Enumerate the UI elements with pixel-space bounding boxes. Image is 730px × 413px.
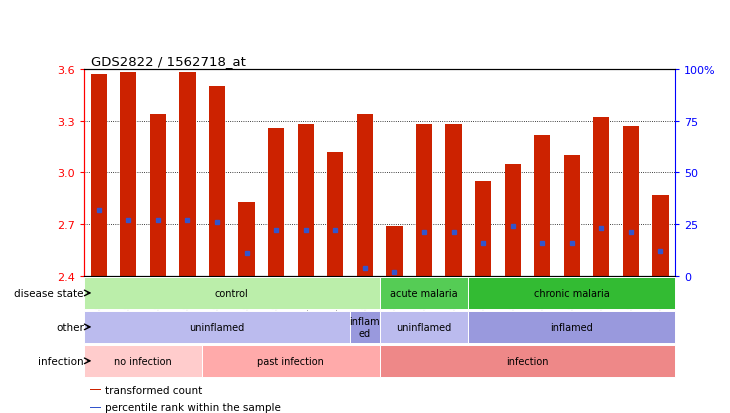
Bar — [202, 345, 380, 377]
Text: percentile rank within the sample: percentile rank within the sample — [104, 403, 280, 413]
Bar — [84, 311, 350, 343]
Bar — [504, 164, 520, 276]
Bar — [268, 128, 284, 276]
Text: GDS2822 / 1562718_at: GDS2822 / 1562718_at — [91, 55, 246, 68]
Bar — [209, 87, 225, 276]
Bar — [623, 127, 639, 276]
Bar — [120, 73, 137, 276]
Bar — [357, 114, 373, 276]
Bar — [445, 125, 461, 276]
Text: past infection: past infection — [258, 356, 324, 366]
Bar — [327, 152, 343, 276]
Text: infection: infection — [39, 356, 84, 366]
Bar — [84, 345, 202, 377]
Bar — [416, 125, 432, 276]
Text: chronic malaria: chronic malaria — [534, 288, 610, 298]
Bar — [593, 118, 610, 276]
Bar — [150, 114, 166, 276]
Bar — [90, 389, 101, 390]
Bar — [386, 226, 402, 276]
Bar — [469, 311, 675, 343]
Bar — [350, 311, 380, 343]
Bar — [91, 75, 107, 276]
Bar — [180, 73, 196, 276]
Text: uninflamed: uninflamed — [189, 322, 245, 332]
Bar — [380, 345, 675, 377]
Text: acute malaria: acute malaria — [390, 288, 458, 298]
Text: uninflamed: uninflamed — [396, 322, 452, 332]
Text: infection: infection — [506, 356, 549, 366]
Bar — [534, 135, 550, 276]
Text: other: other — [56, 322, 84, 332]
Bar — [653, 195, 669, 276]
Bar — [475, 182, 491, 276]
Text: control: control — [215, 288, 249, 298]
Bar — [564, 156, 580, 276]
Text: transformed count: transformed count — [104, 385, 202, 395]
Text: inflamed: inflamed — [550, 322, 593, 332]
Bar — [298, 125, 314, 276]
Bar — [90, 407, 101, 408]
Bar — [469, 277, 675, 309]
Bar — [380, 277, 469, 309]
Bar — [239, 202, 255, 276]
Text: disease state: disease state — [15, 288, 84, 298]
Bar — [84, 277, 380, 309]
Text: inflam
ed: inflam ed — [350, 316, 380, 338]
Bar — [380, 311, 469, 343]
Text: no infection: no infection — [114, 356, 172, 366]
